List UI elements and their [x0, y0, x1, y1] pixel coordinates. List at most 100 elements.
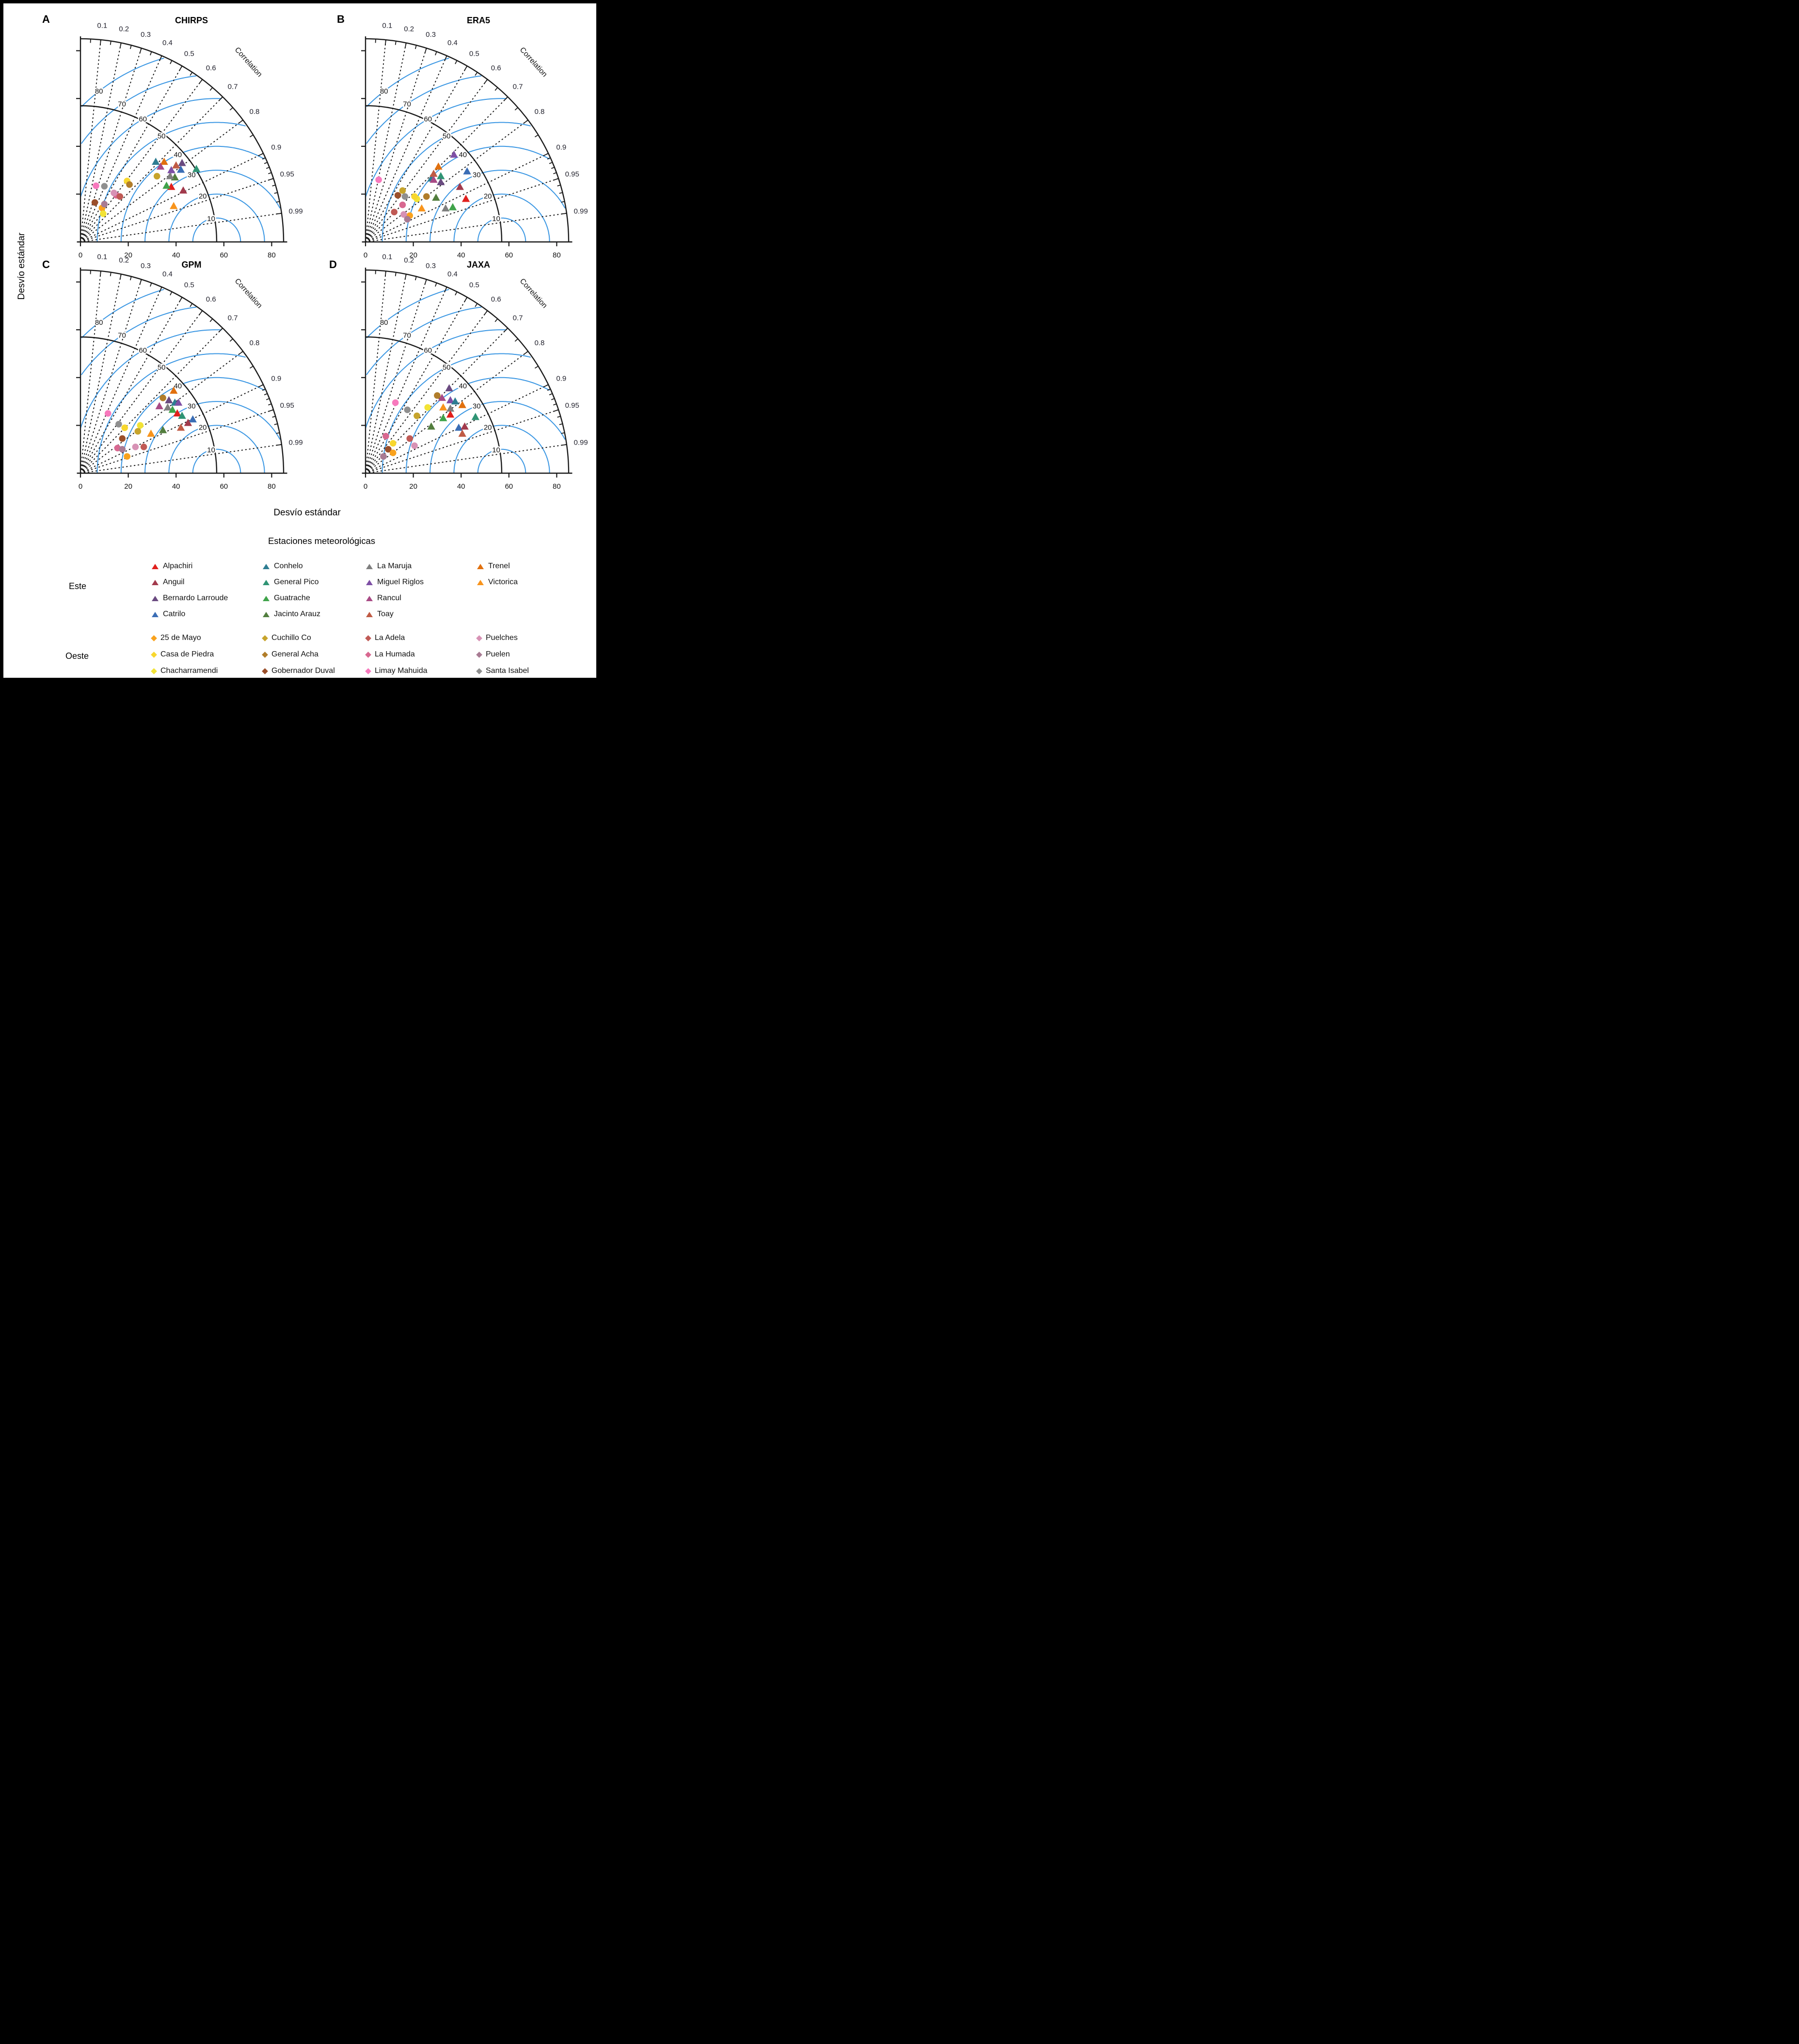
- correlation-ray: [365, 297, 468, 474]
- corr-label: 0.95: [280, 401, 294, 410]
- rmsd-arc-20: [453, 193, 550, 242]
- rmsd-arc-label: 40: [459, 382, 467, 390]
- corr-tick: [170, 60, 173, 64]
- corr-tick: [444, 55, 447, 61]
- marker-gobernador-duval: [91, 199, 98, 206]
- legend-item-casa-de-piedra: Casa de Piedra: [151, 649, 214, 660]
- corr-label: 0.3: [141, 31, 151, 39]
- rmsd-arc-80: [81, 288, 164, 338]
- marker-trenel: [170, 386, 178, 394]
- legend-item-alpachiri: Alpachiri: [152, 561, 192, 572]
- corr-tick: [561, 212, 567, 215]
- taylor-panel-jaxa: 0 20 40 60 80 0.1 0.2 0.3 0.4 0.5 0.6 0.7 0.8 0.9 0.95…: [361, 253, 588, 491]
- legend-item-conhelo: Conhelo: [263, 561, 303, 572]
- rmsd-arc-60: [365, 98, 507, 198]
- marker-guatrache: [168, 405, 177, 413]
- corr-tick: [139, 48, 142, 54]
- corr-label: 0.8: [534, 339, 544, 347]
- corr-tick: [99, 271, 101, 277]
- triangle-marker-icon: [263, 595, 270, 601]
- diamond-marker-icon: [476, 651, 482, 658]
- outer-arc: [365, 38, 570, 242]
- corr-label: 0.8: [534, 108, 544, 116]
- correlation-ray: [365, 310, 488, 474]
- marker-catrilo: [189, 415, 197, 423]
- correlation-ray: [80, 212, 282, 242]
- corr-label: 0.95: [565, 170, 579, 178]
- corr-tick: [276, 212, 282, 215]
- correlation-ray: [80, 444, 282, 474]
- correlation-ray: [80, 79, 203, 242]
- corr-tick: [159, 55, 162, 61]
- rmsd-arc-label: 70: [403, 100, 411, 109]
- marker-miguel-riglos: [174, 398, 183, 406]
- corr-tick: [119, 43, 122, 48]
- corr-tick: [547, 388, 551, 391]
- correlation-axis-label: Correlation: [233, 46, 264, 79]
- rmsd-arc-20: [453, 425, 550, 473]
- marker-chacharramendi: [137, 422, 144, 429]
- corr-tick: [384, 39, 386, 46]
- corr-label: 0.4: [162, 39, 173, 47]
- corr-tick: [268, 409, 274, 412]
- legend-item-cuchillo-co: Cuchillo Co: [262, 633, 311, 643]
- rmsd-arc-10: [477, 217, 526, 242]
- corr-label: 0.4: [162, 270, 173, 278]
- rmsd-arc-label: 10: [207, 446, 215, 454]
- triangle-marker-icon: [366, 611, 373, 617]
- diamond-marker-icon: [262, 635, 268, 641]
- marker-la-adela: [140, 443, 147, 450]
- legend-item-label: La Adela: [375, 634, 405, 642]
- corr-tick: [553, 172, 557, 175]
- panel-title-chirps: CHIRPS: [175, 16, 208, 25]
- marker-alpachiri: [446, 410, 455, 418]
- marker-conhelo: [451, 397, 460, 405]
- marker-santa-isabel: [404, 406, 411, 414]
- x-tick-label: 60: [505, 482, 513, 491]
- marker-miguel-riglos: [167, 166, 175, 174]
- marker-25-de-mayo: [389, 449, 397, 456]
- marker-la-adela: [406, 435, 414, 442]
- corr-tick: [435, 51, 437, 56]
- legend-item-label: Puelen: [486, 650, 510, 658]
- diamond-marker-icon: [365, 668, 371, 674]
- correlation-ray: [80, 153, 264, 242]
- marker-bernardo-larroude: [178, 159, 186, 166]
- legend-item-label: Bernardo Larroude: [163, 594, 228, 602]
- corr-tick: [484, 310, 488, 316]
- legend-item-label: La Maruja: [377, 562, 412, 570]
- correlation-ray: [80, 119, 244, 242]
- outer-arc: [365, 269, 570, 474]
- triangle-marker-icon: [366, 595, 373, 601]
- correlation-axis-label: Correlation: [518, 277, 549, 310]
- correlation-ray: [365, 279, 427, 474]
- figure: A B C D CHIRPS ERA5 GPM JAXA 0 20 40 60 80 0.…: [0, 0, 600, 681]
- marker-toay: [172, 161, 180, 169]
- x-tick-label: 20: [124, 251, 132, 259]
- legend-item-anguil: Anguil: [152, 577, 184, 588]
- corr-tick: [238, 119, 243, 124]
- corr-tick: [534, 366, 539, 369]
- marker-limay-mahuida: [392, 399, 399, 406]
- corr-tick: [455, 60, 458, 64]
- corr-tick: [551, 167, 555, 169]
- correlation-ray: [80, 279, 142, 474]
- rmsd-arc-10: [477, 448, 526, 473]
- corr-label: 0.99: [289, 439, 303, 447]
- marker-puelen: [380, 453, 387, 460]
- outer-arc: [80, 38, 285, 242]
- marker-guatrache: [162, 181, 171, 189]
- corr-tick: [543, 384, 549, 387]
- rmsd-arc-70: [366, 306, 482, 375]
- rmsd-arc-60: [80, 329, 222, 429]
- marker-la-maruja: [163, 403, 172, 411]
- marker-25-de-mayo: [124, 453, 130, 460]
- corr-tick: [464, 297, 468, 303]
- marker-alpachiri: [173, 409, 181, 416]
- corr-tick: [494, 87, 498, 91]
- corr-tick: [543, 153, 549, 156]
- correlation-ray: [80, 286, 162, 474]
- triangle-marker-icon: [152, 579, 159, 585]
- diamond-marker-icon: [476, 635, 482, 641]
- corr-tick: [159, 287, 162, 292]
